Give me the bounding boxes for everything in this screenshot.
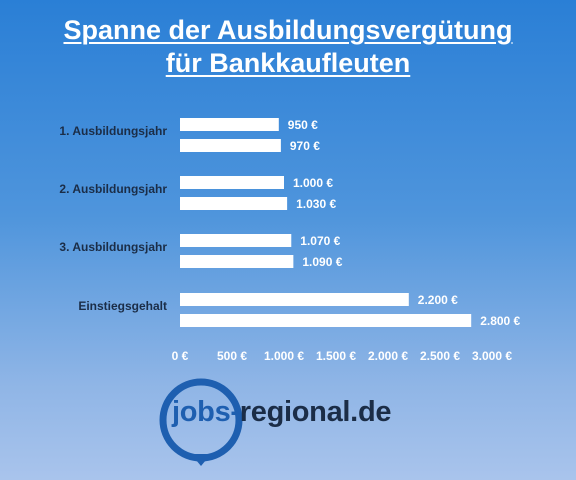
logo-text-jobs: jobs- xyxy=(172,396,240,428)
x-tick-label: 2.000 € xyxy=(368,349,408,363)
logo-text: jobs-regional.de xyxy=(172,396,391,429)
data-label: 1.070 € xyxy=(300,234,340,248)
bar xyxy=(180,118,279,131)
bar xyxy=(180,234,292,247)
x-tick-label: 1.000 € xyxy=(264,349,304,363)
category-label: 2. Ausbildungsjahr xyxy=(59,182,167,196)
bar xyxy=(180,293,409,306)
data-label: 970 € xyxy=(290,139,320,153)
title-line-1: Spanne der Ausbildungsvergütung xyxy=(63,15,513,45)
title-line-2: für Bankkaufleuten xyxy=(165,48,411,78)
x-tick-label: 2.500 € xyxy=(420,349,460,363)
data-label: 950 € xyxy=(288,118,318,132)
x-tick-label: 500 € xyxy=(217,349,247,363)
data-label: 1.090 € xyxy=(302,255,342,269)
data-label: 2.200 € xyxy=(418,293,458,307)
chart-title: Spanne der Ausbildungsvergütung für Bank… xyxy=(0,14,576,80)
data-label: 1.000 € xyxy=(293,176,333,190)
data-label: 2.800 € xyxy=(480,314,520,328)
bar xyxy=(180,176,284,189)
category-label: Einstiegsgehalt xyxy=(78,299,167,313)
x-tick-label: 3.000 € xyxy=(472,349,512,363)
category-label: 3. Ausbildungsjahr xyxy=(59,240,167,254)
x-tick-label: 1.500 € xyxy=(316,349,356,363)
bar xyxy=(180,139,281,152)
bar xyxy=(180,314,472,327)
bar xyxy=(180,197,288,210)
logo-text-regional: regional.de xyxy=(239,396,392,428)
x-tick-label: 0 € xyxy=(172,349,189,363)
jobs-regional-logo[interactable]: jobs-regional.de xyxy=(158,378,408,470)
data-label: 1.030 € xyxy=(296,197,336,211)
category-label: 1. Ausbildungsjahr xyxy=(59,124,167,138)
bar xyxy=(180,255,294,268)
map-pin-icon xyxy=(159,378,243,466)
